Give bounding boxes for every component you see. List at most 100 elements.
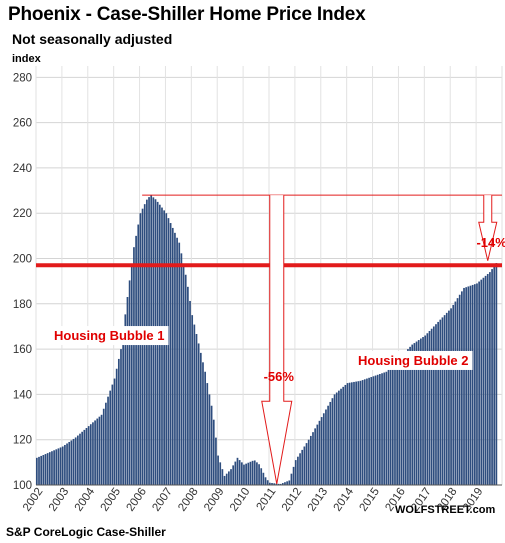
y-tick-label: 260 bbox=[13, 118, 32, 130]
bar bbox=[234, 461, 237, 485]
bar bbox=[482, 277, 485, 485]
bar bbox=[232, 465, 235, 485]
bar bbox=[376, 374, 379, 485]
bar bbox=[471, 284, 474, 485]
y-tick-label: 280 bbox=[13, 72, 32, 84]
bubble2-label-bg bbox=[354, 350, 473, 370]
bar bbox=[105, 402, 107, 485]
bar bbox=[294, 460, 297, 485]
bar bbox=[236, 457, 239, 485]
bar bbox=[85, 428, 88, 485]
bar bbox=[113, 378, 116, 485]
x-tick-label: 2006 bbox=[125, 486, 150, 514]
bar bbox=[284, 482, 286, 485]
bar bbox=[398, 358, 401, 485]
bar bbox=[467, 286, 470, 485]
bar bbox=[372, 376, 375, 485]
bar bbox=[288, 480, 291, 485]
x-tick-label: 2004 bbox=[73, 485, 98, 513]
bar bbox=[102, 408, 105, 485]
bar bbox=[340, 388, 342, 485]
bar bbox=[42, 454, 45, 485]
bar bbox=[245, 463, 247, 485]
bar bbox=[273, 483, 276, 485]
bar bbox=[36, 457, 38, 485]
bar bbox=[217, 455, 219, 485]
bar bbox=[350, 382, 353, 485]
current-drop-label: -14% bbox=[476, 235, 505, 250]
bar bbox=[193, 324, 196, 485]
bubble1-label: Housing Bubble 1 bbox=[50, 326, 169, 346]
bar bbox=[439, 319, 442, 485]
annotations: Housing Bubble 1 Housing Bubble 2 -56% -14% bbox=[36, 194, 505, 484]
bar bbox=[277, 483, 280, 485]
bar bbox=[370, 377, 373, 485]
bar bbox=[281, 483, 284, 485]
bar bbox=[394, 362, 396, 485]
bar bbox=[163, 210, 165, 485]
bar bbox=[169, 223, 172, 485]
bar bbox=[180, 253, 183, 485]
x-tick-label: 2013 bbox=[306, 486, 331, 514]
bar bbox=[240, 462, 243, 485]
bar bbox=[59, 447, 62, 485]
bar bbox=[38, 456, 40, 485]
bar bbox=[445, 312, 448, 485]
bar bbox=[331, 398, 334, 485]
bar bbox=[476, 283, 478, 485]
bar bbox=[66, 443, 68, 485]
bar bbox=[171, 227, 174, 485]
y-tick-label: 160 bbox=[13, 344, 32, 356]
bar bbox=[435, 324, 437, 485]
bar bbox=[48, 452, 51, 485]
bar bbox=[402, 353, 405, 485]
bar bbox=[286, 481, 288, 485]
bar bbox=[126, 297, 129, 485]
x-tick-label: 2005 bbox=[99, 486, 124, 514]
y-tick-label: 180 bbox=[13, 299, 32, 311]
bar bbox=[292, 466, 295, 485]
bar bbox=[344, 384, 347, 485]
bar bbox=[212, 419, 215, 485]
bar bbox=[87, 426, 90, 485]
bar bbox=[238, 460, 241, 485]
bar bbox=[437, 321, 439, 485]
bar bbox=[495, 263, 498, 485]
bar bbox=[325, 409, 327, 485]
bar bbox=[191, 315, 194, 485]
bar bbox=[353, 381, 355, 485]
bar bbox=[204, 371, 206, 485]
bar bbox=[361, 380, 364, 485]
bar bbox=[385, 371, 388, 485]
bar bbox=[141, 208, 144, 485]
bar bbox=[68, 441, 71, 485]
bar bbox=[484, 275, 487, 485]
bar bbox=[463, 287, 465, 485]
bar bbox=[320, 417, 323, 485]
bar bbox=[269, 482, 271, 485]
bar bbox=[135, 235, 137, 485]
bar bbox=[271, 483, 273, 485]
bar bbox=[51, 451, 53, 485]
bar bbox=[327, 405, 329, 485]
bar bbox=[301, 449, 304, 485]
x-tick-label: 2003 bbox=[47, 486, 72, 514]
bar bbox=[454, 301, 457, 485]
bar bbox=[206, 383, 209, 485]
bar bbox=[243, 464, 245, 485]
bar bbox=[174, 232, 176, 485]
bar bbox=[184, 274, 187, 485]
bar bbox=[96, 418, 99, 485]
bar bbox=[92, 422, 94, 485]
bar bbox=[128, 280, 131, 485]
bar bbox=[400, 355, 403, 485]
bar bbox=[83, 429, 86, 485]
bar bbox=[61, 446, 64, 485]
bar bbox=[309, 435, 312, 485]
bar bbox=[221, 469, 224, 485]
bar bbox=[109, 390, 112, 485]
x-tick-label: 2009 bbox=[202, 486, 227, 514]
bar bbox=[176, 237, 178, 485]
bar bbox=[404, 351, 407, 485]
bar bbox=[72, 438, 75, 485]
